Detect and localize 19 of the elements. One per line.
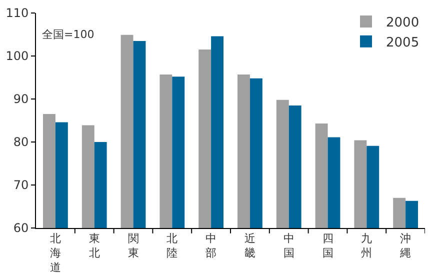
- x-tick-label: 北海道: [50, 232, 61, 274]
- y-tick-label: 90: [13, 92, 29, 106]
- y-tick-label: 60: [13, 221, 29, 236]
- x-tick-label: 北陸: [166, 232, 178, 260]
- x-tick-label: 近畿: [244, 232, 256, 260]
- x-tick-label: 東北: [88, 232, 100, 260]
- x-tick-label: 沖縄: [399, 232, 412, 260]
- y-tick-label: 100: [6, 49, 29, 64]
- y-tick-label: 80: [13, 135, 29, 150]
- legend-label: 2005: [386, 35, 420, 50]
- x-tick-label: 中国: [283, 232, 294, 260]
- y-tick-label: 70: [13, 178, 29, 192]
- x-tick-label: 中部: [206, 232, 217, 260]
- x-tick-label: 四国: [322, 232, 334, 260]
- x-tick-label: 九州: [361, 232, 372, 260]
- legend-label: 2000: [386, 16, 420, 31]
- x-tick-label: 関東: [128, 232, 139, 260]
- y-tick-label: 110: [6, 6, 29, 20]
- annotation: 全国=100: [42, 28, 94, 41]
